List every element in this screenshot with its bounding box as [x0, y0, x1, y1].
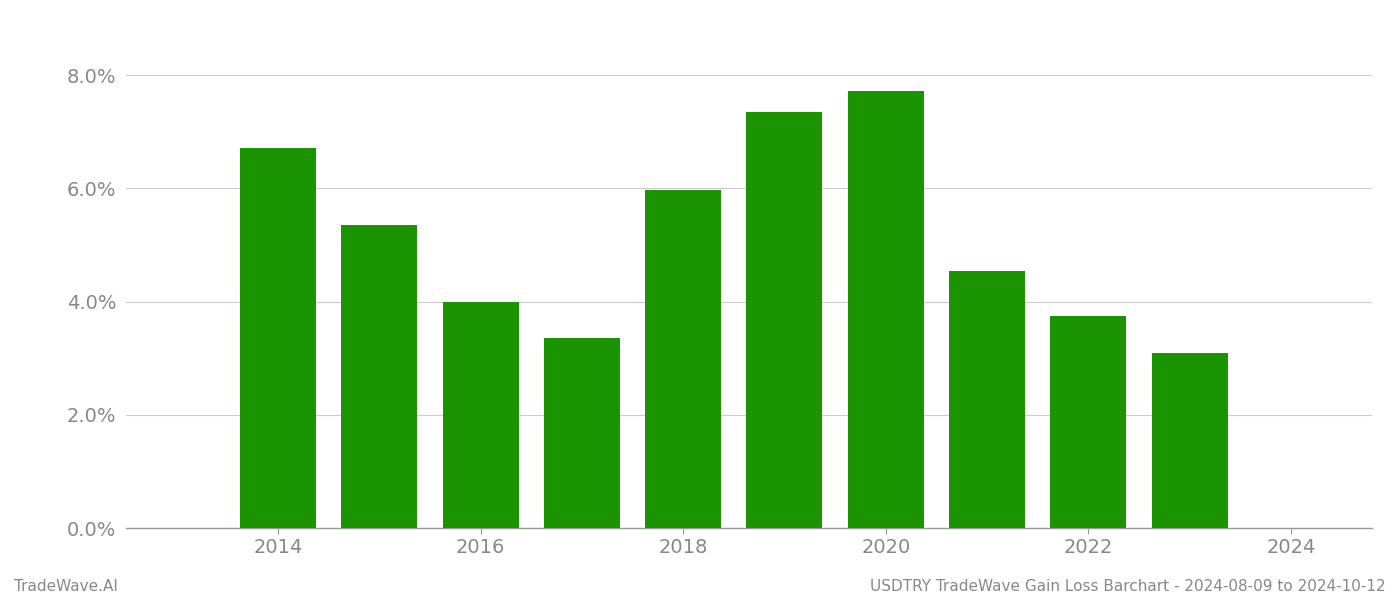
Bar — [543, 338, 620, 528]
Bar — [1050, 316, 1127, 528]
Bar — [342, 225, 417, 528]
Text: TradeWave.AI: TradeWave.AI — [14, 579, 118, 594]
Bar — [746, 112, 822, 528]
Bar — [442, 302, 518, 528]
Bar — [645, 190, 721, 528]
Text: USDTRY TradeWave Gain Loss Barchart - 2024-08-09 to 2024-10-12: USDTRY TradeWave Gain Loss Barchart - 20… — [871, 579, 1386, 594]
Bar — [239, 148, 316, 528]
Bar — [848, 91, 924, 528]
Bar — [949, 271, 1025, 528]
Bar — [1152, 353, 1228, 528]
